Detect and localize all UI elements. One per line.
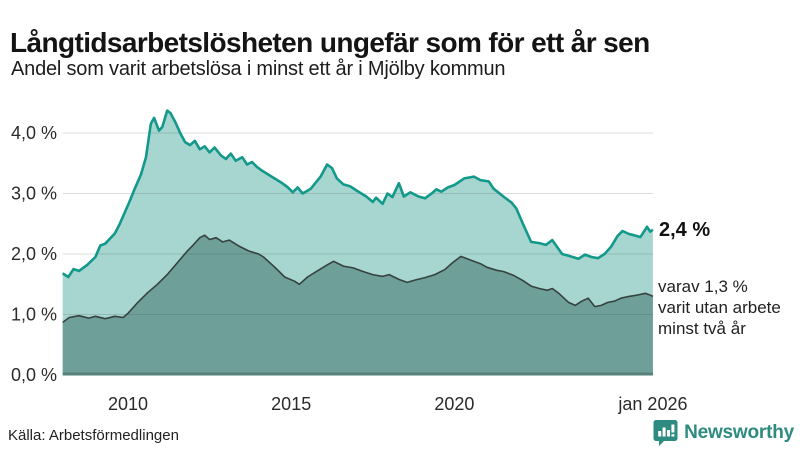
series-note-annotation: varav 1,3 % varit utan arbete minst två … <box>658 276 781 339</box>
y-tick-label: 2,0 % <box>11 244 57 264</box>
page-title: Långtidsarbetslösheten ungefär som för e… <box>10 26 650 58</box>
line-at-least-one-year <box>61 109 654 279</box>
newsworthy-logo: Newsworthy <box>653 419 794 447</box>
area-fill-at-least-two-years <box>62 235 653 375</box>
x-tick-label: 2020 <box>434 394 474 414</box>
y-tick-label: 1,0 % <box>11 305 57 325</box>
note-line: minst två år <box>658 319 746 338</box>
series-end-value-label: 2,4 % <box>659 219 711 241</box>
source-credit: Källa: Arbetsförmedlingen <box>8 427 179 444</box>
newsworthy-logo-text: Newsworthy <box>684 422 794 443</box>
x-tick-label: 2015 <box>271 394 311 414</box>
x-tick-label: jan 2026 <box>617 394 687 414</box>
line-at-least-two-years <box>62 234 654 324</box>
y-tick-label: 3,0 % <box>11 184 57 204</box>
note-line: varav 1,3 % <box>658 277 748 296</box>
chart-subtitle: Andel som varit arbetslösa i minst ett å… <box>11 58 506 80</box>
note-line: varit utan arbete <box>658 298 781 317</box>
newsworthy-chart-bubble-icon <box>653 420 678 446</box>
y-tick-label: 4,0 % <box>11 123 57 143</box>
y-tick-label: 0,0 % <box>11 365 57 385</box>
x-tick-label: 2010 <box>108 394 148 414</box>
